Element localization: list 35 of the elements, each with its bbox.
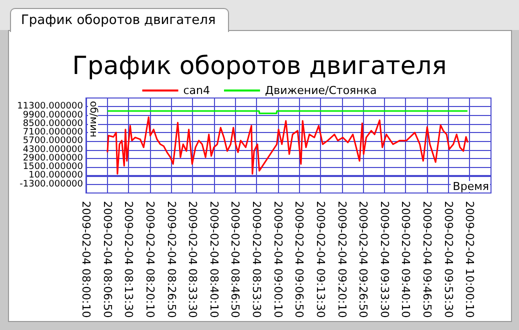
y-tick-label: 100.000000 bbox=[28, 170, 84, 181]
legend-label: can4 bbox=[183, 84, 210, 97]
x-tick-label: 2009-02-04 08:46:50 bbox=[228, 201, 242, 318]
x-tick-label: 2009-02-04 09:26:50 bbox=[356, 201, 370, 318]
x-tick-label: 2009-02-04 08:40:10 bbox=[207, 201, 220, 318]
x-tick-label: 2009-02-04 09:06:50 bbox=[292, 201, 306, 318]
y-tick-label: 2900.000000 bbox=[22, 153, 84, 164]
x-tick-label: 2009-02-04 09:40:10 bbox=[399, 201, 412, 318]
x-tick-label: 2009-02-04 08:33:30 bbox=[186, 201, 200, 318]
x-tick-label: 2009-02-04 08:53:30 bbox=[250, 201, 264, 318]
x-tick-label: 2009-02-04 09:33:30 bbox=[378, 201, 391, 318]
legend-label: Движение/Стоянка bbox=[265, 84, 377, 97]
x-tick-label: 2009-02-04 09:13:30 bbox=[314, 201, 327, 318]
y-tick-label: -1300.000000 bbox=[20, 179, 84, 190]
y-tick-label: 7100.000000 bbox=[22, 128, 84, 138]
chart-title: График оборотов двигателя bbox=[72, 51, 447, 80]
y-tick-label: 5700.000000 bbox=[22, 136, 84, 146]
x-axis-title: Время bbox=[452, 180, 490, 193]
x-tick-label: 2009-02-04 09:53:30 bbox=[442, 201, 455, 318]
x-tick-label: 2009-02-04 10:00:10 bbox=[463, 201, 476, 318]
line-series bbox=[106, 116, 468, 175]
y-tick-label: 9900.000000 bbox=[22, 110, 84, 120]
x-tick-label: 2009-02-04 09:00:10 bbox=[271, 201, 284, 318]
x-tick-label: 2009-02-04 08:13:30 bbox=[122, 201, 136, 318]
x-tick-label: 2009-02-04 08:20:10 bbox=[143, 201, 156, 318]
y-tick-label: 11300.000000 bbox=[17, 102, 84, 112]
x-tick-label: 2009-02-04 08:06:50 bbox=[100, 201, 114, 318]
x-tick-label: 2009-02-04 08:00:10 bbox=[80, 201, 92, 318]
y-tick-label: 8500.000000 bbox=[22, 118, 84, 129]
y-axis-title: об/мин bbox=[88, 101, 98, 138]
y-tick-label: 1500.000000 bbox=[22, 162, 84, 172]
x-tick-label: 2009-02-04 09:20:10 bbox=[335, 201, 348, 318]
x-tick-label: 2009-02-04 09:46:50 bbox=[420, 201, 434, 318]
x-tick-label: 2009-02-04 08:26:50 bbox=[164, 201, 178, 318]
y-tick-label: 4300.000000 bbox=[22, 144, 84, 155]
